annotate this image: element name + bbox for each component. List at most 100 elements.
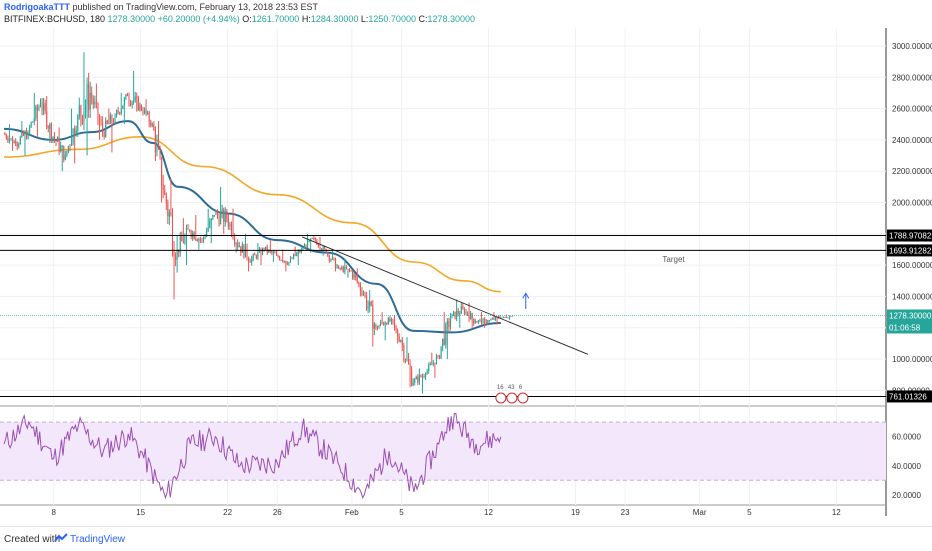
candle-body — [412, 382, 414, 386]
candle-body — [111, 115, 113, 123]
candle-body — [16, 143, 18, 147]
candle-body — [350, 270, 352, 272]
candle-body — [476, 321, 478, 323]
candle-body — [139, 105, 141, 111]
candle-body — [235, 243, 237, 245]
candle-body — [322, 246, 324, 250]
candle-body — [207, 227, 209, 232]
candle-body — [321, 248, 323, 250]
candle-body — [224, 211, 226, 222]
symbol-label: BITFINEX:BCHUSD, 180 — [4, 14, 106, 24]
candle-body — [185, 227, 187, 236]
tradingview-brand[interactable]: TradingView — [70, 534, 126, 545]
candle-body — [88, 84, 90, 110]
candle-body — [198, 238, 200, 242]
candle-body — [94, 101, 96, 105]
event-marker-label: 6 — [519, 385, 523, 391]
candle-body — [230, 223, 233, 235]
footer: Created with TradingView — [0, 526, 932, 551]
candle-body — [53, 136, 56, 140]
candle-body — [263, 248, 265, 250]
candle-body — [227, 218, 229, 227]
price-chart[interactable]: 3000.00000 2800.00000 2600.00000 2400.00000… — [0, 28, 932, 526]
candle-body — [43, 103, 45, 111]
candle-body — [15, 141, 17, 144]
candle-body — [210, 218, 212, 222]
candle-body — [226, 211, 228, 219]
candle-body — [397, 330, 399, 337]
candle-body — [4, 133, 6, 135]
candle-body — [297, 250, 299, 254]
candle-body — [403, 345, 405, 360]
candle-body — [71, 142, 73, 147]
candle-body — [237, 243, 239, 247]
candle-body — [445, 324, 447, 345]
candle-body — [221, 209, 223, 214]
created-with-label: Created with — [4, 534, 61, 545]
candle-body — [116, 110, 118, 117]
candle-body — [375, 324, 377, 328]
candle-body — [362, 293, 365, 295]
candle-body — [352, 271, 354, 278]
x-tick-label: 22 — [223, 508, 232, 517]
candle-body — [425, 373, 427, 378]
candle-body — [46, 111, 48, 128]
author-link[interactable]: RodrigoakaTTT — [4, 2, 71, 12]
candle-body — [386, 323, 388, 325]
flag-marker-icon[interactable] — [495, 392, 507, 404]
candle-body — [63, 145, 65, 160]
candle-body — [80, 105, 82, 116]
candle-body — [159, 149, 161, 158]
candle-body — [383, 322, 385, 325]
candle-body — [471, 313, 473, 319]
candle-body — [366, 295, 368, 309]
candle-body — [502, 316, 504, 318]
level-price-tag — [887, 229, 932, 242]
trendline[interactable] — [301, 236, 589, 355]
candle-body — [435, 355, 438, 364]
flag-marker-icon[interactable] — [506, 392, 518, 404]
candle-body — [38, 106, 40, 110]
candle-body — [446, 321, 448, 325]
candle-body — [19, 136, 21, 145]
candle-body — [72, 128, 74, 143]
candle-body — [439, 355, 441, 359]
candle-body — [387, 318, 389, 325]
x-tick-label: 12 — [484, 508, 493, 517]
candle-body — [294, 254, 296, 256]
candle-body — [232, 234, 234, 239]
level-price-label: 1788.97082 — [889, 232, 932, 241]
candle-body — [501, 317, 503, 319]
candle-body — [482, 318, 484, 324]
candle-body — [380, 321, 382, 326]
candle-body — [179, 236, 181, 253]
candle-body — [133, 100, 135, 102]
candle-body — [480, 319, 483, 324]
y-tick-label: 2800.00000 — [892, 73, 932, 82]
flag-marker-icon[interactable] — [517, 392, 529, 404]
candle-body — [181, 236, 183, 242]
y-tick-label: 1400.00000 — [892, 292, 932, 301]
candle-body — [355, 274, 357, 278]
candle-body — [202, 237, 205, 241]
candle-body — [266, 246, 268, 253]
candle-body — [137, 96, 139, 111]
candle-body — [243, 244, 245, 258]
candle-body — [66, 150, 68, 156]
event-marker-label: 43 — [508, 385, 515, 391]
candle-body — [39, 102, 42, 107]
close-value: 1278.30000 — [427, 14, 476, 24]
candle-body — [311, 237, 313, 239]
candle-body — [178, 249, 180, 253]
candle-body — [431, 363, 433, 365]
candle-body — [128, 96, 130, 103]
candle-body — [8, 139, 10, 142]
candle-body — [283, 260, 285, 262]
candle-body — [100, 121, 102, 123]
x-tick-label: 15 — [136, 508, 145, 517]
candle-body — [67, 145, 69, 151]
candle-body — [485, 319, 487, 324]
candle-body — [49, 124, 51, 129]
candle-body — [449, 318, 451, 328]
x-tick-label: Mar — [693, 508, 707, 517]
